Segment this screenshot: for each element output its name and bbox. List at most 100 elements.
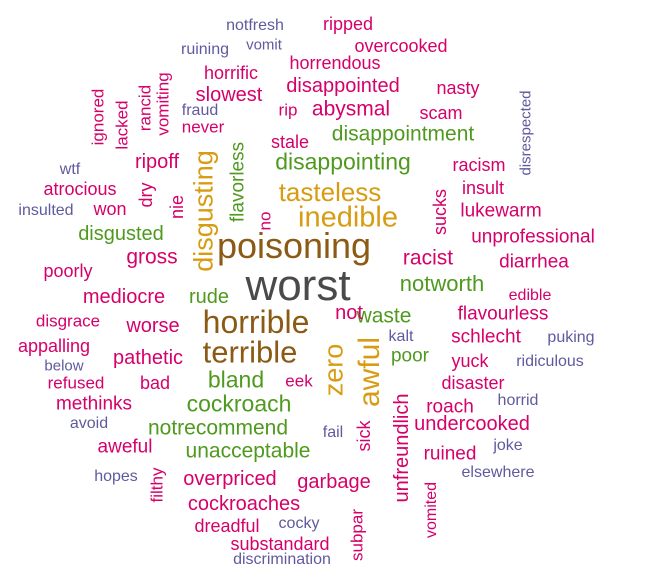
word-ripped: ripped — [322, 14, 374, 34]
word-overcooked: overcooked — [354, 36, 448, 56]
word-poisoning: poisoning — [216, 225, 372, 266]
word-dreadful: dreadful — [194, 516, 260, 536]
word-diarrhea: diarrhea — [499, 251, 569, 273]
word-worst: worst — [245, 261, 351, 310]
word-gross: gross — [126, 245, 178, 269]
word-ridiculous: ridiculous — [516, 353, 584, 370]
word-schlecht: schlecht — [451, 326, 521, 348]
word-vomiting: vomiting — [153, 72, 173, 136]
word-below: below — [44, 357, 84, 375]
word-pathetic: pathetic — [112, 347, 184, 369]
word-disappointing: disappointing — [275, 148, 411, 175]
word-never: never — [181, 117, 225, 137]
word-won: won — [93, 199, 127, 219]
word-yuck: yuck — [451, 351, 489, 371]
word-fraud: fraud — [181, 102, 219, 119]
word-kalt: kalt — [388, 328, 414, 345]
word-disrespected: disrespected — [517, 90, 535, 176]
word-disgusting: disgusting — [188, 150, 219, 272]
word-garbage: garbage — [297, 471, 371, 493]
word-flavorless: flavorless — [227, 141, 249, 223]
word-overpriced: overpriced — [183, 468, 277, 490]
word-insulted: insulted — [18, 202, 74, 219]
word-methinks: methinks — [55, 393, 133, 415]
word-avoid: avoid — [69, 415, 109, 432]
word-disgrace: disgrace — [35, 311, 101, 331]
word-wtf: wtf — [59, 161, 81, 178]
word-filthy: filthy — [147, 467, 167, 503]
word-horrific: horrific — [203, 63, 259, 83]
word-inedible: inedible — [298, 201, 398, 234]
word-racism: racism — [452, 155, 506, 175]
word-disgusted: disgusted — [78, 223, 164, 245]
word-rude: rude — [188, 286, 230, 308]
word-cocky: cocky — [278, 515, 320, 532]
word-joke: joke — [493, 437, 523, 454]
word-dry: dry — [136, 182, 156, 208]
word-subpar: subpar — [347, 509, 367, 561]
word-stale: stale — [270, 132, 310, 152]
word-sick: sick — [354, 420, 374, 452]
word-ripoff: ripoff — [134, 151, 180, 173]
word-disappointed: disappointed — [286, 75, 400, 97]
word-lukewarm: lukewarm — [460, 200, 542, 222]
word-no: no — [255, 211, 275, 231]
word-roach: roach — [426, 396, 474, 418]
word-ignored: ignored — [88, 88, 108, 146]
word-bland: bland — [207, 366, 265, 393]
word-puking: puking — [547, 329, 595, 346]
word-abysmal: abysmal — [311, 97, 391, 121]
word-cockroach: cockroach — [186, 390, 292, 417]
word-edible: edible — [508, 287, 552, 304]
word-unacceptable: unacceptable — [185, 439, 311, 463]
word-mediocre: mediocre — [82, 286, 166, 308]
word-insult: insult — [461, 178, 505, 198]
word-scam: scam — [419, 103, 463, 123]
word-bad: bad — [139, 373, 171, 393]
word-ruined: ruined — [423, 443, 477, 465]
word-sucks: sucks — [430, 188, 450, 236]
word-tasteless: tasteless — [278, 177, 382, 207]
word-rancid: rancid — [135, 84, 155, 132]
word-substandard: substandard — [230, 534, 330, 554]
word-cockroaches: cockroaches — [187, 493, 301, 515]
word-notworth: notworth — [399, 271, 485, 296]
word-vomit: vomit — [246, 36, 282, 54]
word-lacked: lacked — [112, 100, 132, 150]
word-hopes: hopes — [94, 468, 138, 485]
word-rip: rip — [278, 100, 298, 120]
word-poorly: poorly — [43, 261, 93, 281]
word-disappointment: disappointment — [331, 122, 475, 146]
word-disaster: disaster — [441, 373, 505, 393]
word-worse: worse — [126, 315, 180, 337]
word-horrible: horrible — [202, 304, 310, 340]
word-refused: refused — [47, 373, 105, 393]
word-elsewhere: elsewhere — [461, 464, 535, 481]
word-racist: racist — [402, 246, 454, 270]
word-flavourless: flavourless — [457, 303, 549, 325]
word-zero: zero — [318, 343, 349, 397]
word-slowest: slowest — [195, 84, 263, 106]
word-waste: waste — [356, 304, 412, 328]
word-undercooked: undercooked — [414, 413, 530, 435]
word-unfreundlich: unfreundlich — [391, 393, 413, 503]
word-horrid: horrid — [497, 392, 539, 409]
word-aweful: aweful — [97, 436, 153, 458]
word-nie: nie — [167, 194, 187, 220]
word-discrimination: discrimination — [233, 551, 331, 568]
word-terrible: terrible — [202, 334, 298, 370]
word-eek: eek — [285, 371, 313, 391]
word-vomited: vomited — [423, 481, 440, 539]
word-notrecommend: notrecommend — [147, 416, 289, 440]
word-awful: awful — [353, 336, 386, 408]
word-notfresh: notfresh — [226, 17, 284, 34]
word-atrocious: atrocious — [43, 179, 117, 199]
word-not: not — [335, 302, 363, 324]
word-poor: poor — [390, 345, 430, 367]
word-horrendous: horrendous — [289, 53, 381, 73]
word-unprofessional: unprofessional — [471, 226, 595, 248]
word-fail: fail — [322, 424, 344, 441]
word-appalling: appalling — [17, 336, 91, 356]
word-ruining: ruining — [180, 41, 230, 58]
